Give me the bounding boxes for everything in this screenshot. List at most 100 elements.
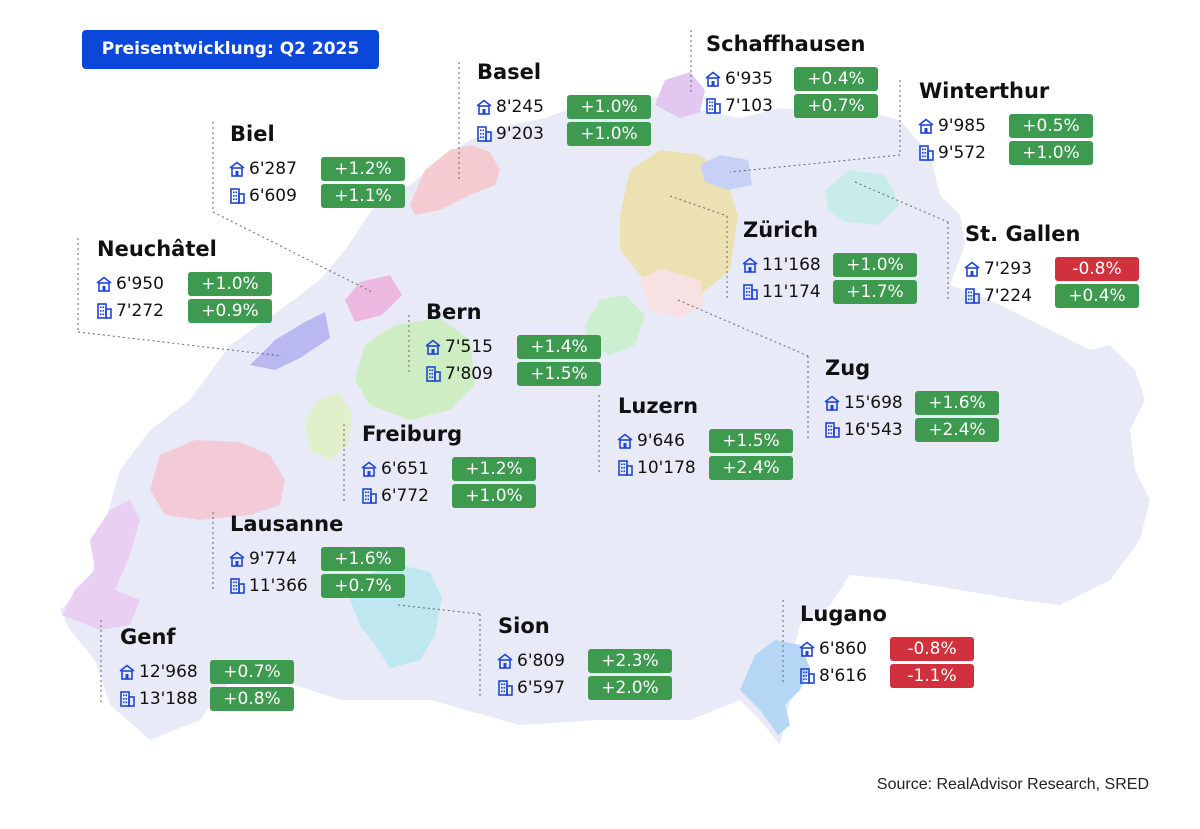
apartment-price-row: 9'203 +1.0% [475,121,651,147]
house-change-badge: +0.7% [210,660,294,684]
house-price: 7'293 [984,259,1032,279]
genf-region [62,500,140,630]
apartment-building-icon [917,144,935,162]
city-name: Zürich [743,218,819,242]
house-price-row: 6'809 +2.3% [496,648,672,674]
apartment-price-row: 11'366 +0.7% [228,573,405,599]
house-change-badge: +1.2% [321,157,405,181]
apartment-price: 16'543 [844,420,903,440]
city-block-lausanne: Lausanne 9'774 +1.6% 11'366 +0.7% [228,511,405,600]
apartment-change-badge: +2.4% [915,418,999,442]
house-change-badge: +0.5% [1009,114,1093,138]
apartment-price: 13'188 [139,689,198,709]
house-price-row: 9'985 +0.5% [917,113,1093,139]
apartment-building-icon [424,365,442,383]
city-block-schaffhausen: Schaffhausen 6'935 +0.4% 7'103 +0.7% [704,31,878,120]
apartment-building-icon [741,283,759,301]
apartment-change-badge: +1.1% [321,184,405,208]
city-block-basel: Basel 8'245 +1.0% 9'203 +1.0% [475,59,651,148]
house-price: 7'515 [445,337,493,357]
city-name: Schaffhausen [706,32,866,56]
apartment-price-row: 6'609 +1.1% [228,183,405,209]
house-change-badge: +1.2% [452,457,536,481]
basel-region [410,145,500,215]
schaffhausen-region [655,72,705,118]
house-price-row: 6'860 -0.8% [798,636,974,662]
house-price-row: 9'774 +1.6% [228,546,405,572]
apartment-change-badge: +1.0% [1009,141,1093,165]
city-block-bern: Bern 7'515 +1.4% 7'809 +1.5% [424,299,601,388]
city-name: Lausanne [230,512,344,536]
city-name: Sion [498,614,550,638]
apartment-price: 7'224 [984,286,1032,306]
house-change-badge: +1.6% [915,391,999,415]
apartment-price-row: 6'597 +2.0% [496,675,672,701]
apartment-change-badge: +2.0% [588,676,672,700]
city-name: Zug [825,356,871,380]
city-block-genf: Genf 12'968 +0.7% 13'188 +0.8% [118,624,294,713]
house-change-badge: +1.0% [188,272,272,296]
apartment-change-badge: +0.7% [321,574,405,598]
house-price-row: 15'698 +1.6% [823,390,999,416]
house-icon [424,338,442,356]
house-icon [741,256,759,274]
apartment-price-row: 13'188 +0.8% [118,686,294,712]
apartment-price: 7'809 [445,364,493,384]
apartment-change-badge: +1.0% [452,484,536,508]
house-price: 6'950 [116,274,164,294]
neuchatel-region [250,312,330,370]
house-price-row: 11'168 +1.0% [741,252,917,278]
apartment-building-icon [823,421,841,439]
apartment-price-row: 10'178 +2.4% [616,455,793,481]
house-price-row: 7'293 -0.8% [963,256,1139,282]
zug-region [640,268,705,318]
apartment-price: 6'609 [249,186,297,206]
city-name: Lugano [800,602,887,626]
city-name: Freiburg [362,422,463,446]
house-icon [798,640,816,658]
house-icon [823,394,841,412]
apartment-price-row: 7'809 +1.5% [424,361,601,387]
city-name: St. Gallen [965,222,1081,246]
apartment-price: 11'366 [249,576,308,596]
apartment-change-badge: +0.7% [794,94,878,118]
apartment-price-row: 6'772 +1.0% [360,483,536,509]
house-icon [228,550,246,568]
freiburg-region [305,393,352,460]
house-icon [118,663,136,681]
bern-region [355,318,475,420]
apartment-change-badge: +0.8% [210,687,294,711]
city-block-neuchatel: Neuchâtel 6'950 +1.0% 7'272 +0.9% [95,236,272,325]
house-change-badge: +0.4% [794,67,878,91]
apartment-building-icon [228,187,246,205]
apartment-price: 9'572 [938,143,986,163]
house-price: 8'245 [496,97,544,117]
house-price: 12'968 [139,662,198,682]
house-change-badge: +1.6% [321,547,405,571]
house-price: 9'985 [938,116,986,136]
city-block-freiburg: Freiburg 6'651 +1.2% 6'772 +1.0% [360,421,536,510]
house-price: 11'168 [762,255,821,275]
city-block-biel: Biel 6'287 +1.2% 6'609 +1.1% [228,121,405,210]
house-change-badge: +1.0% [833,253,917,277]
house-price: 6'809 [517,651,565,671]
house-change-badge: +2.3% [588,649,672,673]
apartment-price: 10'178 [637,458,696,478]
city-block-luzern: Luzern 9'646 +1.5% 10'178 +2.4% [616,393,793,482]
apartment-building-icon [228,577,246,595]
house-price: 6'860 [819,639,867,659]
biel-region [345,275,402,322]
house-icon [616,432,634,450]
city-block-lugano: Lugano 6'860 -0.8% 8'616 -1.1% [798,601,974,690]
house-price-row: 6'950 +1.0% [95,271,272,297]
leader-lines [77,30,949,705]
house-change-badge: -0.8% [1055,257,1139,281]
city-name: Neuchâtel [97,237,217,261]
winterthur-region [700,155,752,190]
house-icon [963,260,981,278]
lugano-region [740,640,810,735]
city-name: Luzern [618,394,699,418]
apartment-building-icon [616,459,634,477]
house-price-row: 12'968 +0.7% [118,659,294,685]
city-block-zurich: Zürich 11'168 +1.0% 11'174 +1.7% [741,217,917,306]
